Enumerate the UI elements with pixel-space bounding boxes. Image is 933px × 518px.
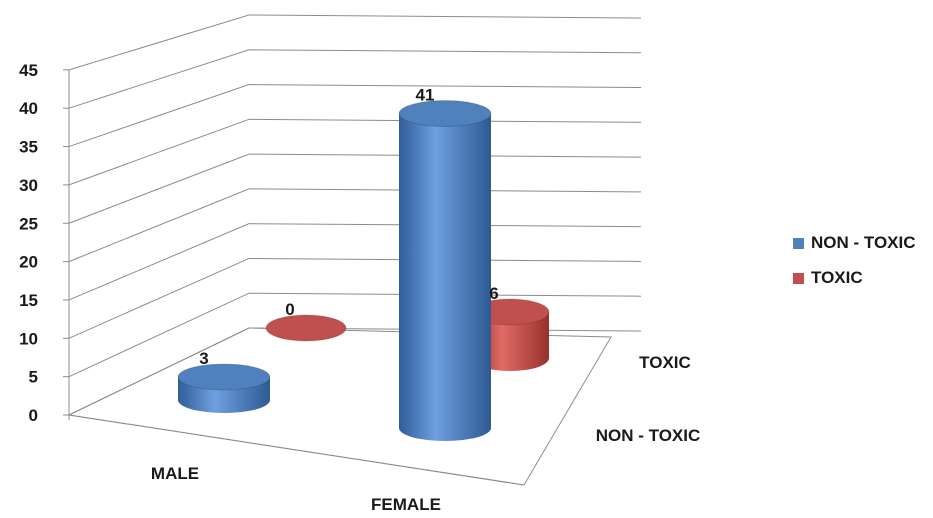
gridline-15 [68,223,642,301]
x-axis-line [68,414,525,486]
gridline-5 [68,292,642,378]
floor-left-edge [68,327,250,416]
y-tick-label-25: 25 [19,214,38,233]
gridline-10 [68,257,642,339]
legend: NON - TOXIC TOXIC [793,233,916,304]
bar-non-toxic-male [177,363,271,413]
gridline-45 [68,14,642,71]
y-tick-label-45: 45 [19,61,38,80]
data-label-non-toxic-female: 41 [416,86,435,105]
data-label-non-toxic-male: 3 [199,349,208,368]
x-tick-label-male: MALE [151,464,199,483]
bar-top-non-toxic-male [177,363,271,391]
bar-body-non-toxic-female [399,113,491,441]
bar-top-non-toxic-female [398,100,492,128]
gridline-20 [68,188,642,263]
bar-top-toxic-male [265,314,347,342]
gridline-25 [68,153,642,224]
data-label-toxic-male: 0 [285,300,294,319]
y-tick-label-5: 5 [29,368,38,387]
legend-label-non-toxic: NON - TOXIC [811,233,916,252]
legend-swatch-toxic [793,272,804,284]
legend-item-toxic: TOXIC [793,268,916,287]
gridline-40 [68,49,642,109]
y-tick-label-30: 30 [19,176,38,195]
y-tick-label-0: 0 [29,406,38,425]
bar-non-toxic-female [398,100,492,441]
gridline-0 [68,327,642,416]
bar-toxic-male [265,314,347,342]
y-tick-label-40: 40 [19,99,38,118]
legend-label-toxic: TOXIC [811,268,863,287]
gridline-35 [68,84,642,148]
x-tick-label-female: FEMALE [371,495,441,513]
depth-tick-label-toxic: TOXIC [639,353,691,372]
y-tick-label-10: 10 [19,329,38,348]
depth-tick-label-non-toxic: NON - TOXIC [596,426,701,445]
y-tick-label-35: 35 [19,138,38,157]
gridline-30 [68,118,642,186]
legend-item-non-toxic: NON - TOXIC [793,233,916,252]
legend-swatch-non-toxic [793,237,804,249]
data-label-toxic-female: 6 [489,284,498,303]
y-tick-label-20: 20 [19,253,38,272]
y-tick-label-15: 15 [19,291,38,310]
